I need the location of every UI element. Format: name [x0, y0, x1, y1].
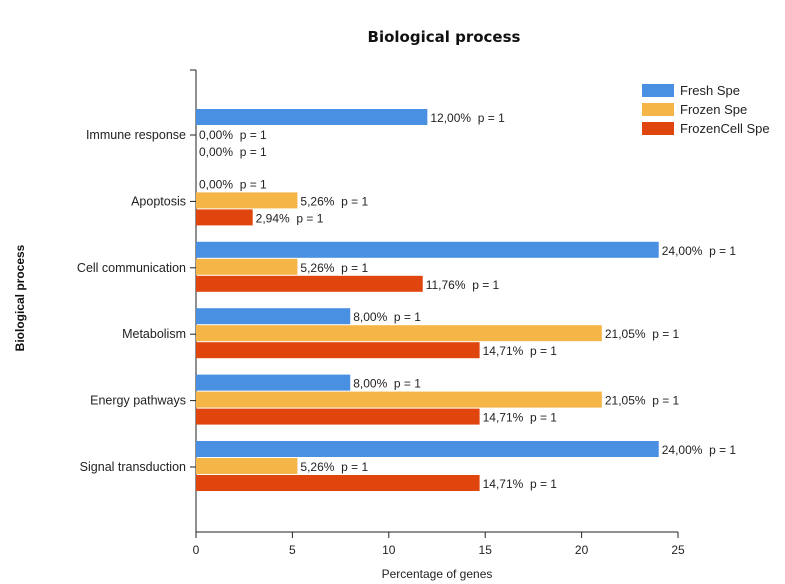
bar-data-label: 21,05% p = 1 — [605, 327, 680, 341]
x-tick-label: 25 — [671, 543, 685, 557]
bar-data-label: 2,94% p = 1 — [256, 211, 324, 225]
bar-data-label: 14,71% p = 1 — [483, 344, 558, 358]
category-label: Cell communication — [77, 261, 186, 275]
bar-data-label: 5,26% p = 1 — [300, 194, 368, 208]
bar — [196, 192, 298, 209]
bar — [196, 374, 351, 391]
bar — [196, 308, 351, 325]
bar-data-label: 14,71% p = 1 — [483, 411, 558, 425]
legend: Fresh Spe Frozen Spe FrozenCell Spe — [642, 83, 770, 136]
legend-label: Fresh Spe — [680, 83, 740, 98]
category-label: Immune response — [86, 128, 186, 142]
bar-data-label: 12,00% p = 1 — [430, 111, 505, 125]
bar-data-label: 0,00% p = 1 — [199, 145, 267, 159]
bar — [196, 458, 298, 474]
bar-data-label: 5,26% p = 1 — [300, 261, 368, 275]
bar — [196, 109, 428, 125]
bar-data-label: 8,00% p = 1 — [353, 377, 421, 391]
plot-area: 0 5 10 15 20 25 Immune response 12,00% p = 1 0,0… — [77, 69, 737, 557]
bar-data-label: 24,00% p = 1 — [662, 443, 737, 457]
bar-data-label: 11,76% p = 1 — [426, 278, 500, 292]
x-tick-label: 10 — [382, 543, 396, 557]
bar — [196, 408, 480, 425]
bar-data-label: 0,00% p = 1 — [199, 177, 267, 191]
legend-label: Frozen Spe — [680, 102, 747, 117]
bar — [196, 209, 253, 226]
x-tick-label: 5 — [289, 543, 296, 557]
bar — [196, 241, 659, 258]
bar — [196, 342, 480, 359]
bar — [196, 391, 602, 408]
bar-data-label: 14,71% p = 1 — [483, 477, 558, 491]
category-label: Energy pathways — [90, 394, 186, 408]
chart-title: Biological process — [368, 28, 521, 46]
bar — [196, 325, 602, 342]
bar — [196, 475, 480, 491]
bar-data-label: 0,00% p = 1 — [199, 128, 267, 142]
category-label: Apoptosis — [131, 194, 186, 208]
bar-data-label: 8,00% p = 1 — [353, 310, 421, 324]
legend-swatch — [642, 84, 674, 97]
category-label: Signal transduction — [80, 460, 186, 474]
y-axis-title: Biological process — [13, 244, 27, 351]
bar — [196, 441, 659, 457]
x-tick-label: 0 — [193, 543, 200, 557]
category-label: Metabolism — [122, 327, 186, 341]
bar — [196, 258, 298, 275]
bar-data-label: 24,00% p = 1 — [662, 244, 737, 258]
legend-swatch — [642, 122, 674, 135]
bar — [196, 275, 423, 292]
x-tick-label: 20 — [575, 543, 589, 557]
x-tick-label: 15 — [479, 543, 493, 557]
bar-data-label: 21,05% p = 1 — [605, 394, 680, 408]
legend-label: FrozenCell Spe — [680, 121, 770, 136]
x-axis-title: Percentage of genes — [382, 567, 493, 581]
legend-swatch — [642, 103, 674, 116]
bar-data-label: 5,26% p = 1 — [300, 460, 368, 474]
